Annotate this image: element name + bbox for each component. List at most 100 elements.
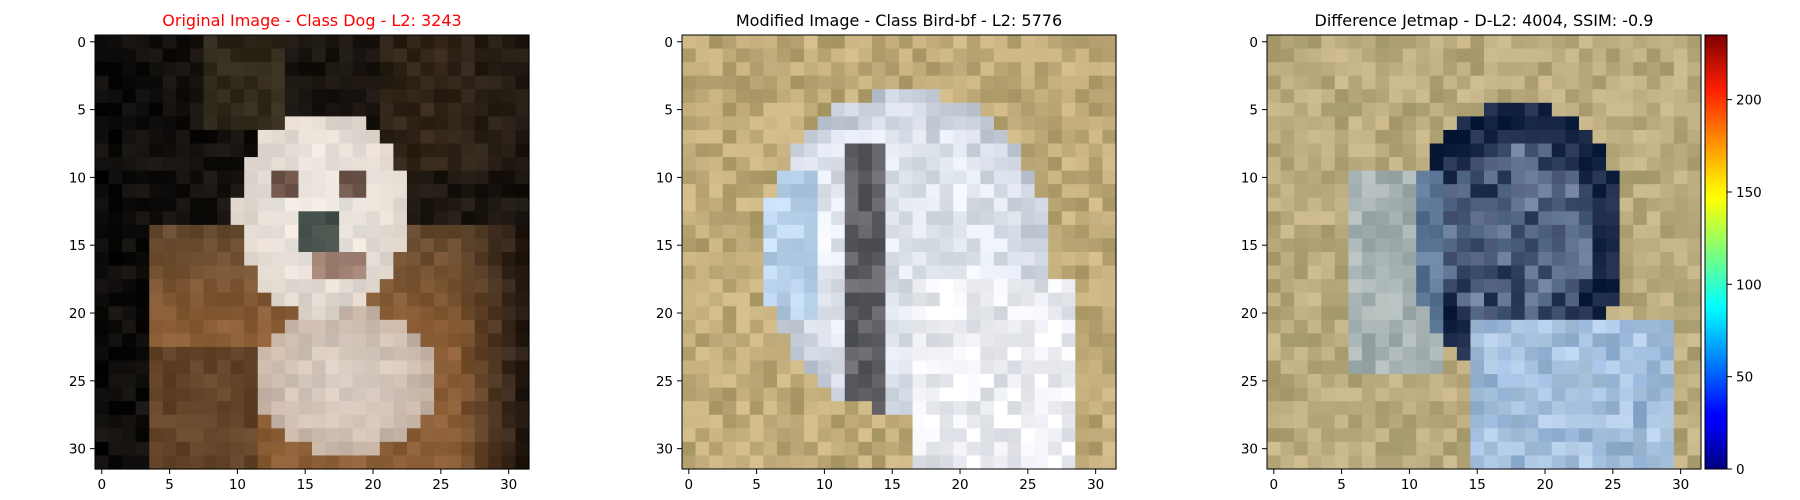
pixel-cell	[994, 89, 1008, 103]
pixel-cell	[1335, 238, 1349, 252]
pixel-cell	[1348, 62, 1362, 76]
x-tick-label: 25	[432, 477, 449, 493]
pixel-cell	[696, 442, 710, 456]
pixel-cell	[967, 211, 981, 225]
pixel-cell	[791, 388, 805, 402]
pixel-cell	[217, 455, 231, 469]
pixel-cell	[122, 238, 136, 252]
pixel-cell	[1606, 116, 1620, 130]
pixel-cell	[1484, 320, 1498, 334]
pixel-cell	[899, 415, 913, 429]
pixel-cell	[298, 49, 312, 63]
pixel-cell	[1620, 103, 1634, 117]
pixel-cell	[831, 89, 845, 103]
pixel-cell	[791, 89, 805, 103]
pixel-cell	[353, 306, 367, 320]
pixel-cell	[136, 211, 150, 225]
pixel-cell	[1035, 388, 1049, 402]
pixel-cell	[231, 144, 245, 158]
pixel-cell	[95, 388, 109, 402]
x-tick-label: 5	[165, 477, 174, 493]
pixel-cell	[461, 455, 475, 469]
pixel-cell	[326, 361, 340, 375]
pixel-cell	[736, 388, 750, 402]
pixel-cell	[502, 144, 516, 158]
pixel-cell	[515, 401, 529, 415]
pixel-cell	[1593, 455, 1607, 469]
pixel-cell	[1457, 320, 1471, 334]
pixel-cell	[1294, 455, 1308, 469]
pixel-cell	[1308, 184, 1322, 198]
pixel-cell	[176, 252, 190, 266]
pixel-cell	[1538, 198, 1552, 212]
pixel-cell	[899, 62, 913, 76]
pixel-cell	[1430, 401, 1444, 415]
pixel-cell	[736, 306, 750, 320]
pixel-cell	[818, 89, 832, 103]
pixel-cell	[258, 211, 272, 225]
pixel-cell	[1389, 293, 1403, 307]
pixel-cell	[380, 374, 394, 388]
pixel-cell	[872, 144, 886, 158]
pixel-cell	[723, 184, 737, 198]
pixel-cell	[736, 415, 750, 429]
pixel-cell	[696, 361, 710, 375]
pixel-cell	[421, 401, 435, 415]
pixel-cell	[1565, 62, 1579, 76]
pixel-cell	[1647, 89, 1661, 103]
pixel-cell	[1035, 62, 1049, 76]
pixel-cell	[1075, 252, 1089, 266]
pixel-cell	[136, 130, 150, 144]
pixel-cell	[1430, 76, 1444, 90]
pixel-cell	[1403, 49, 1417, 63]
pixel-cell	[1525, 442, 1539, 456]
pixel-cell	[1498, 415, 1512, 429]
pixel-cell	[872, 374, 886, 388]
pixel-cell	[1308, 171, 1322, 185]
pixel-cell	[831, 279, 845, 293]
pixel-cell	[723, 455, 737, 469]
pixel-cell	[1389, 35, 1403, 49]
pixel-cell	[1647, 76, 1661, 90]
pixel-cell	[407, 388, 421, 402]
pixel-cell	[1035, 198, 1049, 212]
pixel-cell	[285, 320, 299, 334]
pixel-cell	[1021, 333, 1035, 347]
pixel-cell	[899, 184, 913, 198]
pixel-cell	[1335, 252, 1349, 266]
pixel-cell	[818, 144, 832, 158]
pixel-cell	[1687, 455, 1701, 469]
pixel-cell	[845, 361, 859, 375]
pixel-cell	[763, 252, 777, 266]
pixel-cell	[1633, 198, 1647, 212]
pixel-cell	[926, 347, 940, 361]
pixel-cell	[940, 306, 954, 320]
pixel-cell	[1498, 157, 1512, 171]
pixel-cell	[366, 211, 380, 225]
pixel-cell	[488, 116, 502, 130]
pixel-cell	[858, 76, 872, 90]
pixel-cell	[1321, 116, 1335, 130]
pixel-cell	[1308, 266, 1322, 280]
pixel-cell	[502, 171, 516, 185]
pixel-cell	[1470, 103, 1484, 117]
pixel-cell	[1498, 225, 1512, 239]
pixel-cell	[1484, 388, 1498, 402]
pixel-cell	[1267, 211, 1281, 225]
pixel-cell	[1416, 279, 1430, 293]
pixel-cell	[488, 401, 502, 415]
pixel-cell	[1525, 306, 1539, 320]
pixel-cell	[1403, 293, 1417, 307]
pixel-cell	[366, 252, 380, 266]
pixel-cell	[258, 401, 272, 415]
pixel-cell	[980, 225, 994, 239]
pixel-cell	[312, 306, 326, 320]
pixel-cell	[763, 211, 777, 225]
pixel-cell	[136, 49, 150, 63]
pixel-cell	[1565, 347, 1579, 361]
pixel-cell	[763, 455, 777, 469]
pixel-cell	[1633, 130, 1647, 144]
pixel-cell	[326, 225, 340, 239]
pixel-cell	[1335, 388, 1349, 402]
pixel-cell	[818, 428, 832, 442]
